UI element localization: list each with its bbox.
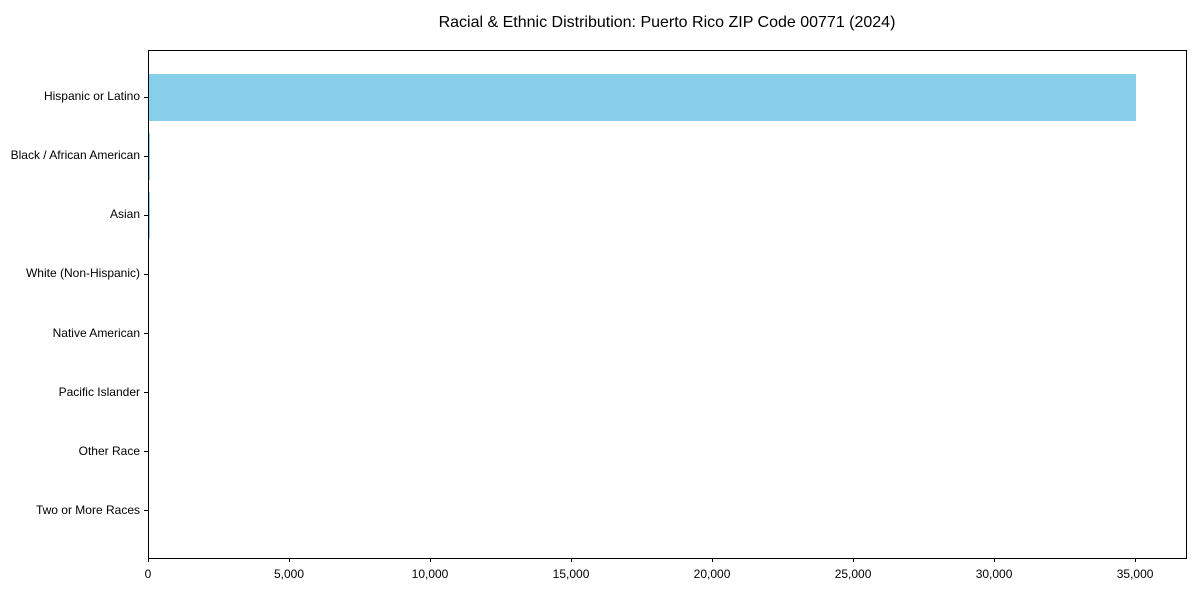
x-tick-mark xyxy=(430,558,432,562)
x-tick-label: 5,000 xyxy=(273,567,305,581)
x-tick-label: 35,000 xyxy=(1116,567,1154,581)
x-tick-mark xyxy=(853,558,855,562)
x-tick-mark xyxy=(289,558,290,562)
bar xyxy=(149,74,1137,122)
y-tick-label: Native American xyxy=(52,325,140,340)
y-tick-label: Two or More Races xyxy=(35,502,140,517)
y-tick-mark xyxy=(144,214,149,216)
x-tick-mark xyxy=(1135,558,1137,562)
y-tick-mark xyxy=(144,510,149,512)
plot-area xyxy=(148,50,1187,559)
y-tick-label: Hispanic or Latino xyxy=(43,89,140,104)
y-tick-label: Asian xyxy=(109,207,140,222)
x-tick-mark xyxy=(994,558,996,562)
x-tick-label: 15,000 xyxy=(552,567,590,581)
y-tick-mark xyxy=(144,96,149,98)
y-tick-label: Other Race xyxy=(78,443,140,458)
x-tick-label: 25,000 xyxy=(834,567,872,581)
x-tick-label: 10,000 xyxy=(411,567,449,581)
bar xyxy=(149,192,150,240)
y-tick-mark xyxy=(144,392,149,394)
y-tick-mark xyxy=(144,333,149,335)
y-tick-mark xyxy=(144,155,149,157)
y-tick-label: White (Non-Hispanic) xyxy=(25,266,140,281)
y-tick-mark xyxy=(144,451,149,453)
y-tick-mark xyxy=(144,273,149,275)
bar xyxy=(149,133,151,181)
x-tick-label: 0 xyxy=(144,567,152,581)
chart-title: Racial & Ethnic Distribution: Puerto Ric… xyxy=(438,14,896,31)
x-tick-label: 30,000 xyxy=(975,567,1013,581)
x-tick-label: 20,000 xyxy=(693,567,731,581)
x-tick-mark xyxy=(571,558,573,562)
x-tick-mark xyxy=(148,558,149,562)
y-tick-label: Black / African American xyxy=(10,148,140,163)
x-tick-mark xyxy=(712,558,714,562)
y-tick-label: Pacific Islander xyxy=(58,384,140,399)
